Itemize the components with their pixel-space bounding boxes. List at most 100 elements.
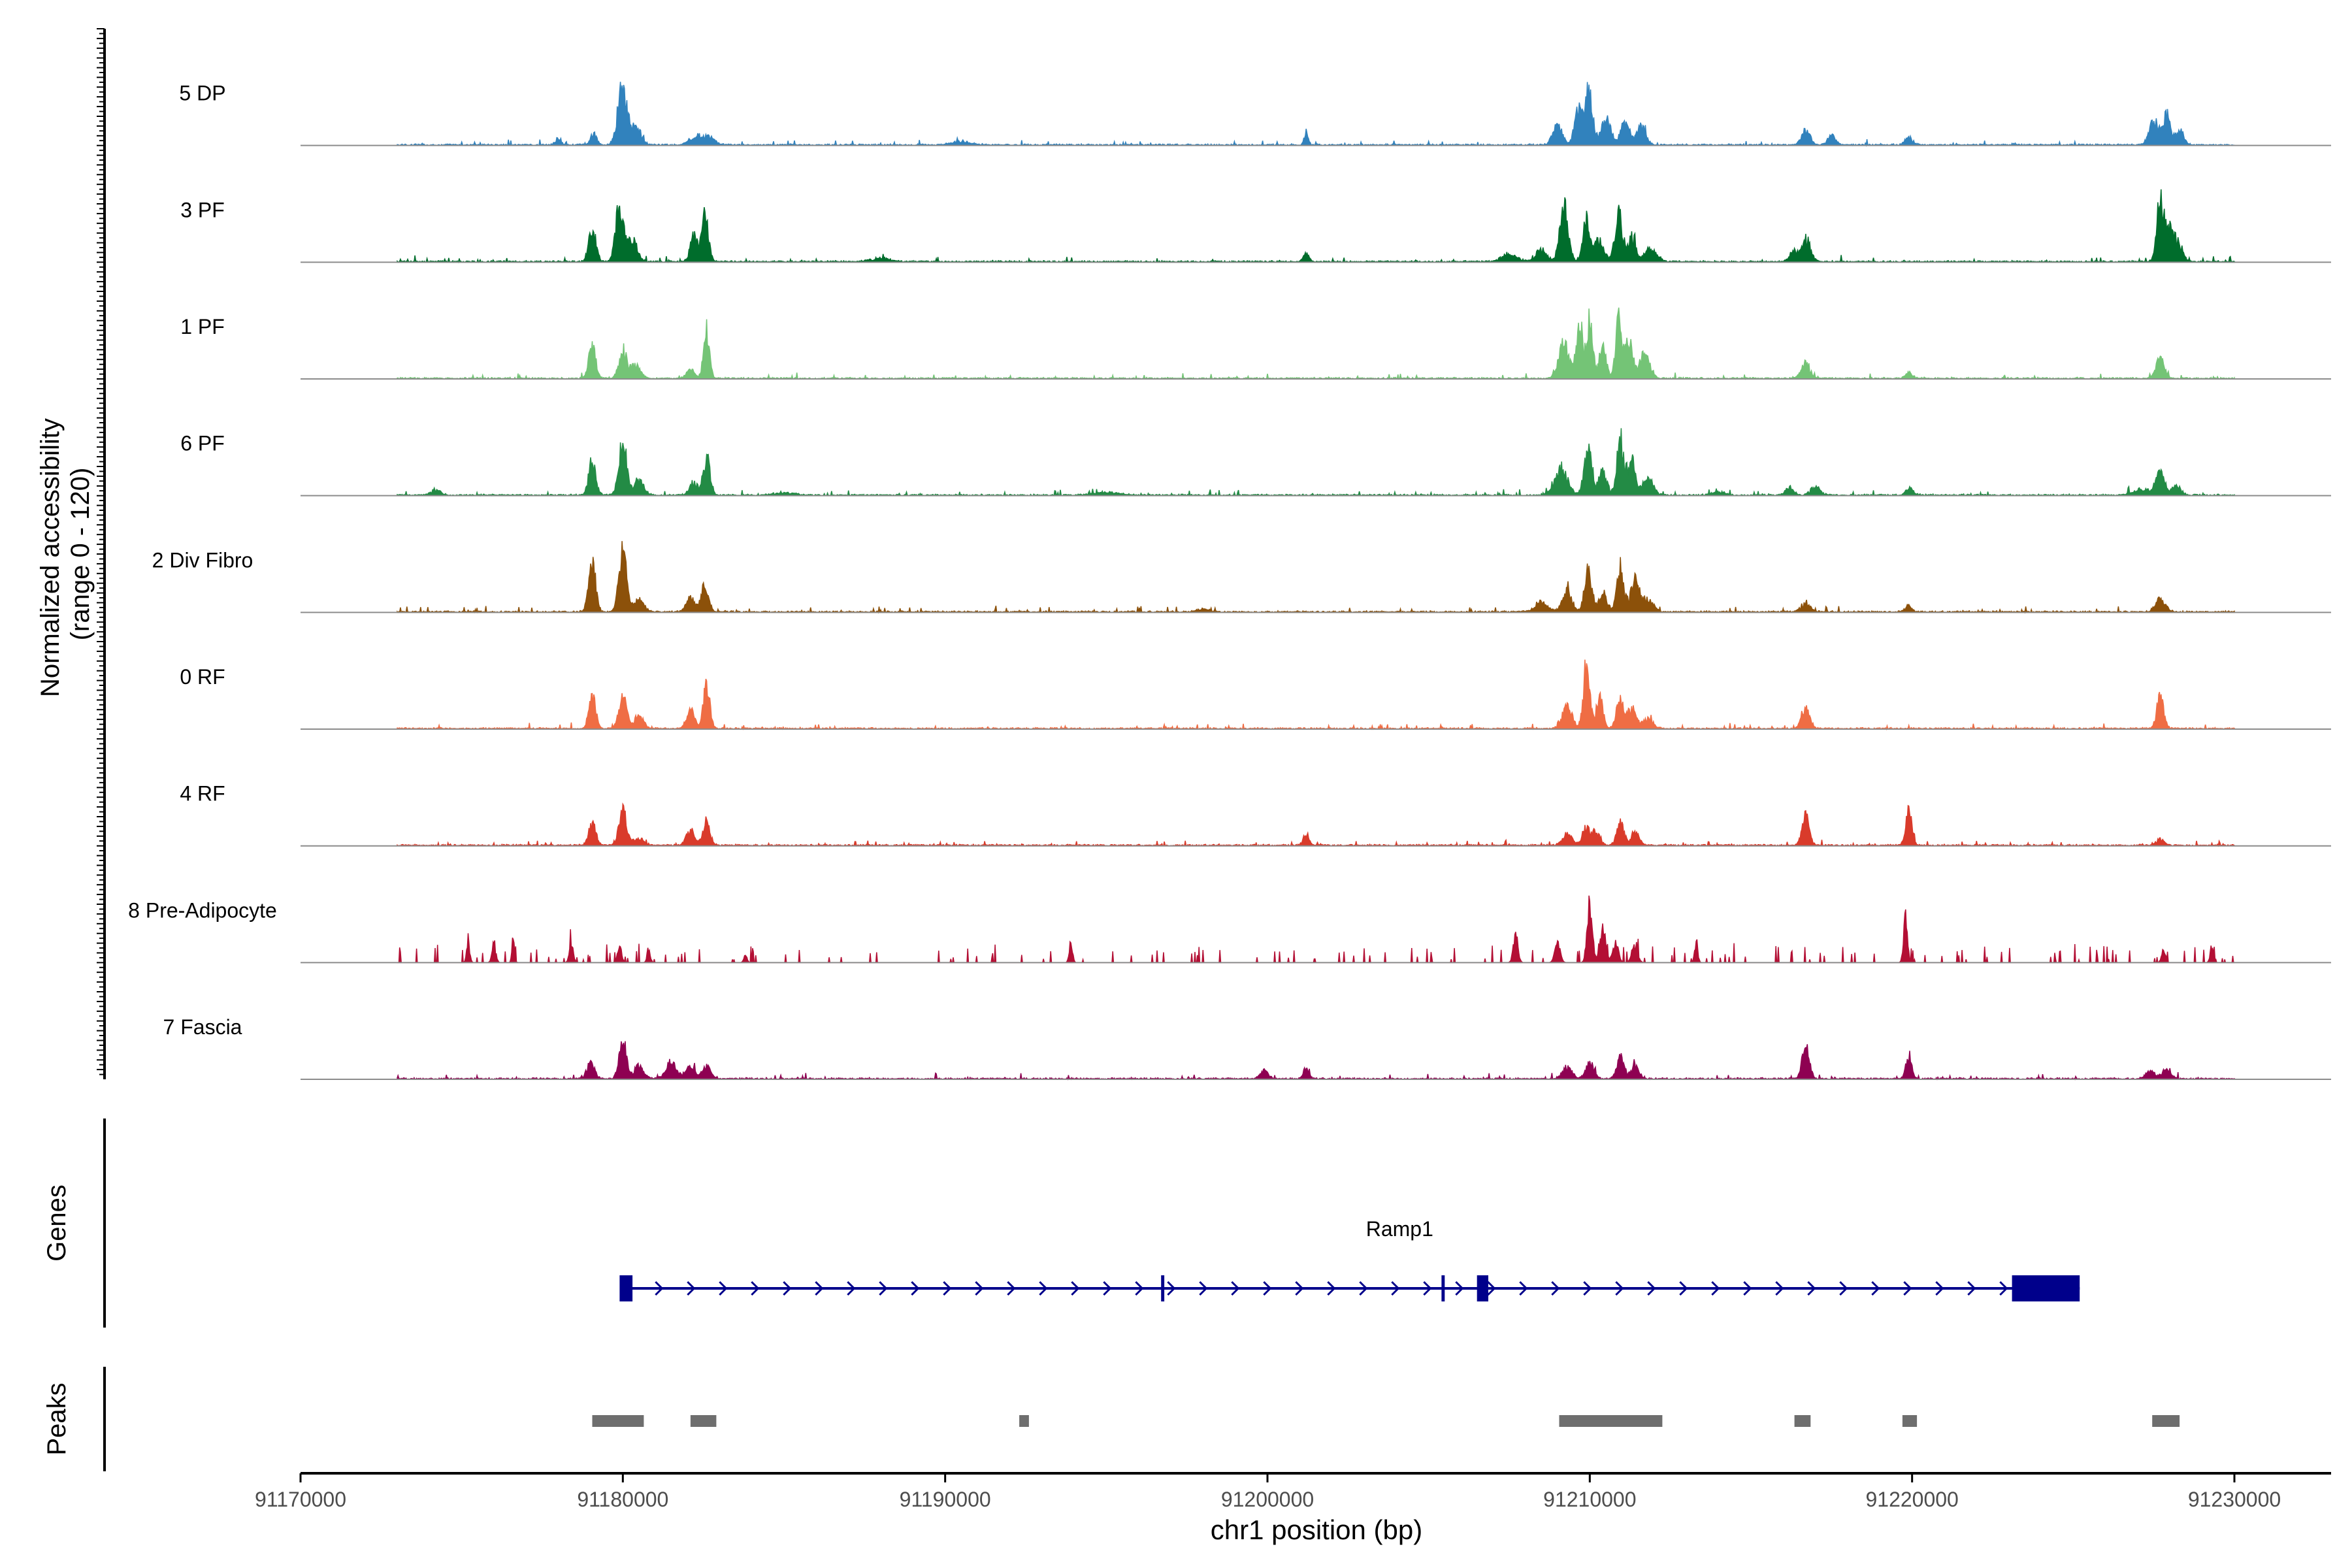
strand-arrow — [1327, 1281, 1336, 1296]
strand-arrow — [1103, 1281, 1112, 1296]
peaks-track: Peaks — [42, 1367, 2180, 1471]
track-6-pf: 6 PF — [180, 428, 2331, 497]
strand-arrow — [1775, 1281, 1784, 1296]
gene-name-label: Ramp1 — [1366, 1217, 1433, 1241]
strand-arrow — [655, 1281, 664, 1296]
strand-arrow — [1423, 1281, 1432, 1296]
track-label: 4 RF — [180, 782, 225, 806]
strand-arrow — [1519, 1281, 1528, 1296]
strand-arrow — [911, 1281, 920, 1296]
strand-arrow — [1263, 1281, 1272, 1296]
x-tick-label: 91220000 — [1865, 1488, 1958, 1511]
strand-arrow — [1359, 1281, 1368, 1296]
strand-arrow — [1615, 1281, 1624, 1296]
strand-arrow — [815, 1281, 824, 1296]
strand-arrow — [1583, 1281, 1592, 1296]
peak-region — [592, 1415, 644, 1427]
strand-arrow — [1647, 1281, 1656, 1296]
track-1-pf: 1 PF — [180, 307, 2331, 380]
x-tick-label: 91180000 — [577, 1488, 668, 1511]
peak-region — [1019, 1415, 1029, 1427]
y-axis-title: Normalized accessibility (range 0 - 120) — [36, 411, 95, 697]
track-label: 8 Pre-Adipocyte — [128, 898, 277, 922]
track-label: 6 PF — [180, 432, 225, 455]
strand-arrow — [1071, 1281, 1080, 1296]
track-label: 2 Div Fibro — [152, 548, 253, 572]
track-3-pf: 3 PF — [180, 189, 2331, 263]
gene-exon — [2012, 1275, 2080, 1301]
coverage-area — [397, 307, 2235, 380]
x-tick-label: 91230000 — [2188, 1488, 2281, 1511]
strand-arrow — [719, 1281, 728, 1296]
strand-arrow — [1903, 1281, 1912, 1296]
gene-exon — [1161, 1275, 1165, 1301]
peak-region — [2152, 1415, 2180, 1427]
track-label: 5 DP — [179, 82, 225, 105]
track-label: 7 Fascia — [163, 1015, 242, 1039]
strand-arrow — [1295, 1281, 1304, 1296]
coverage-area — [397, 1041, 2235, 1081]
strand-arrow — [1167, 1281, 1176, 1296]
x-tick-label: 91200000 — [1221, 1488, 1314, 1511]
genes-track: Genes Ramp1 — [42, 1119, 2080, 1328]
strand-arrow — [1999, 1281, 2008, 1296]
peak-region — [1794, 1415, 1811, 1427]
coverage-area — [397, 895, 2235, 964]
track-label: 0 RF — [180, 665, 225, 689]
strand-arrow — [751, 1281, 760, 1296]
strand-arrow — [1391, 1281, 1400, 1296]
track-4-rf: 4 RF — [180, 782, 2331, 847]
strand-arrow — [1743, 1281, 1752, 1296]
strand-arrow — [1935, 1281, 1944, 1296]
gene-exon — [1477, 1275, 1488, 1301]
strand-arrow — [1039, 1281, 1048, 1296]
genes-track-label: Genes — [42, 1184, 71, 1262]
x-tick-label: 91210000 — [1543, 1488, 1636, 1511]
strand-arrow — [783, 1281, 792, 1296]
strand-arrow — [1679, 1281, 1688, 1296]
strand-arrow — [1455, 1281, 1464, 1296]
strand-arrow — [1807, 1281, 1816, 1296]
gene-exon — [1441, 1275, 1445, 1301]
strand-arrow — [687, 1281, 696, 1296]
strand-arrow — [1135, 1281, 1144, 1296]
strand-arrow — [847, 1281, 856, 1296]
coverage-tracks: 5 DP 3 PF 1 PF 6 PF 2 Div Fibro 0 RF 4 RF 8 Pre… — [128, 82, 2331, 1081]
peaks-track-label: Peaks — [42, 1382, 71, 1455]
strand-arrow — [1487, 1281, 1496, 1296]
strand-arrow — [1199, 1281, 1208, 1296]
strand-arrow — [1007, 1281, 1016, 1296]
gene-ramp1: Ramp1 — [619, 1217, 2080, 1301]
track-0-rf: 0 RF — [180, 659, 2331, 730]
strand-arrow — [1871, 1281, 1880, 1296]
track-2-div-fibro: 2 Div Fibro — [152, 541, 2331, 614]
strand-arrow — [1551, 1281, 1560, 1296]
track-label: 3 PF — [180, 198, 225, 221]
x-axis-title: chr1 position (bp) — [1211, 1514, 1423, 1545]
peak-region — [1902, 1415, 1918, 1427]
track-label: 1 PF — [180, 315, 225, 338]
gene-exon — [619, 1275, 633, 1301]
strand-arrow — [975, 1281, 984, 1296]
coverage-area — [397, 428, 2235, 497]
x-axis: 91170000 91180000 91190000 91200000 91210000… — [255, 1472, 2331, 1511]
strand-arrow — [943, 1281, 952, 1296]
track-7-fascia: 7 Fascia — [163, 1015, 2331, 1081]
y-axis-title-line1: Normalized accessibility — [36, 418, 65, 697]
strand-arrow — [1231, 1281, 1240, 1296]
x-tick-label: 91190000 — [900, 1488, 991, 1511]
accessibility-axis — [97, 28, 106, 1079]
coverage-area — [397, 189, 2235, 263]
peak-region — [690, 1415, 717, 1427]
coverage-area — [397, 541, 2235, 614]
strand-arrow — [1839, 1281, 1848, 1296]
track-8-pre-adipocyte: 8 Pre-Adipocyte — [128, 895, 2331, 964]
y-axis-title-line2: (range 0 - 120) — [66, 468, 95, 641]
strand-arrow — [1967, 1281, 1976, 1296]
track-5-dp: 5 DP — [179, 82, 2331, 147]
strand-arrow — [879, 1281, 888, 1296]
coverage-area — [397, 82, 2235, 147]
strand-arrow — [1711, 1281, 1720, 1296]
coverage-area — [397, 659, 2235, 730]
